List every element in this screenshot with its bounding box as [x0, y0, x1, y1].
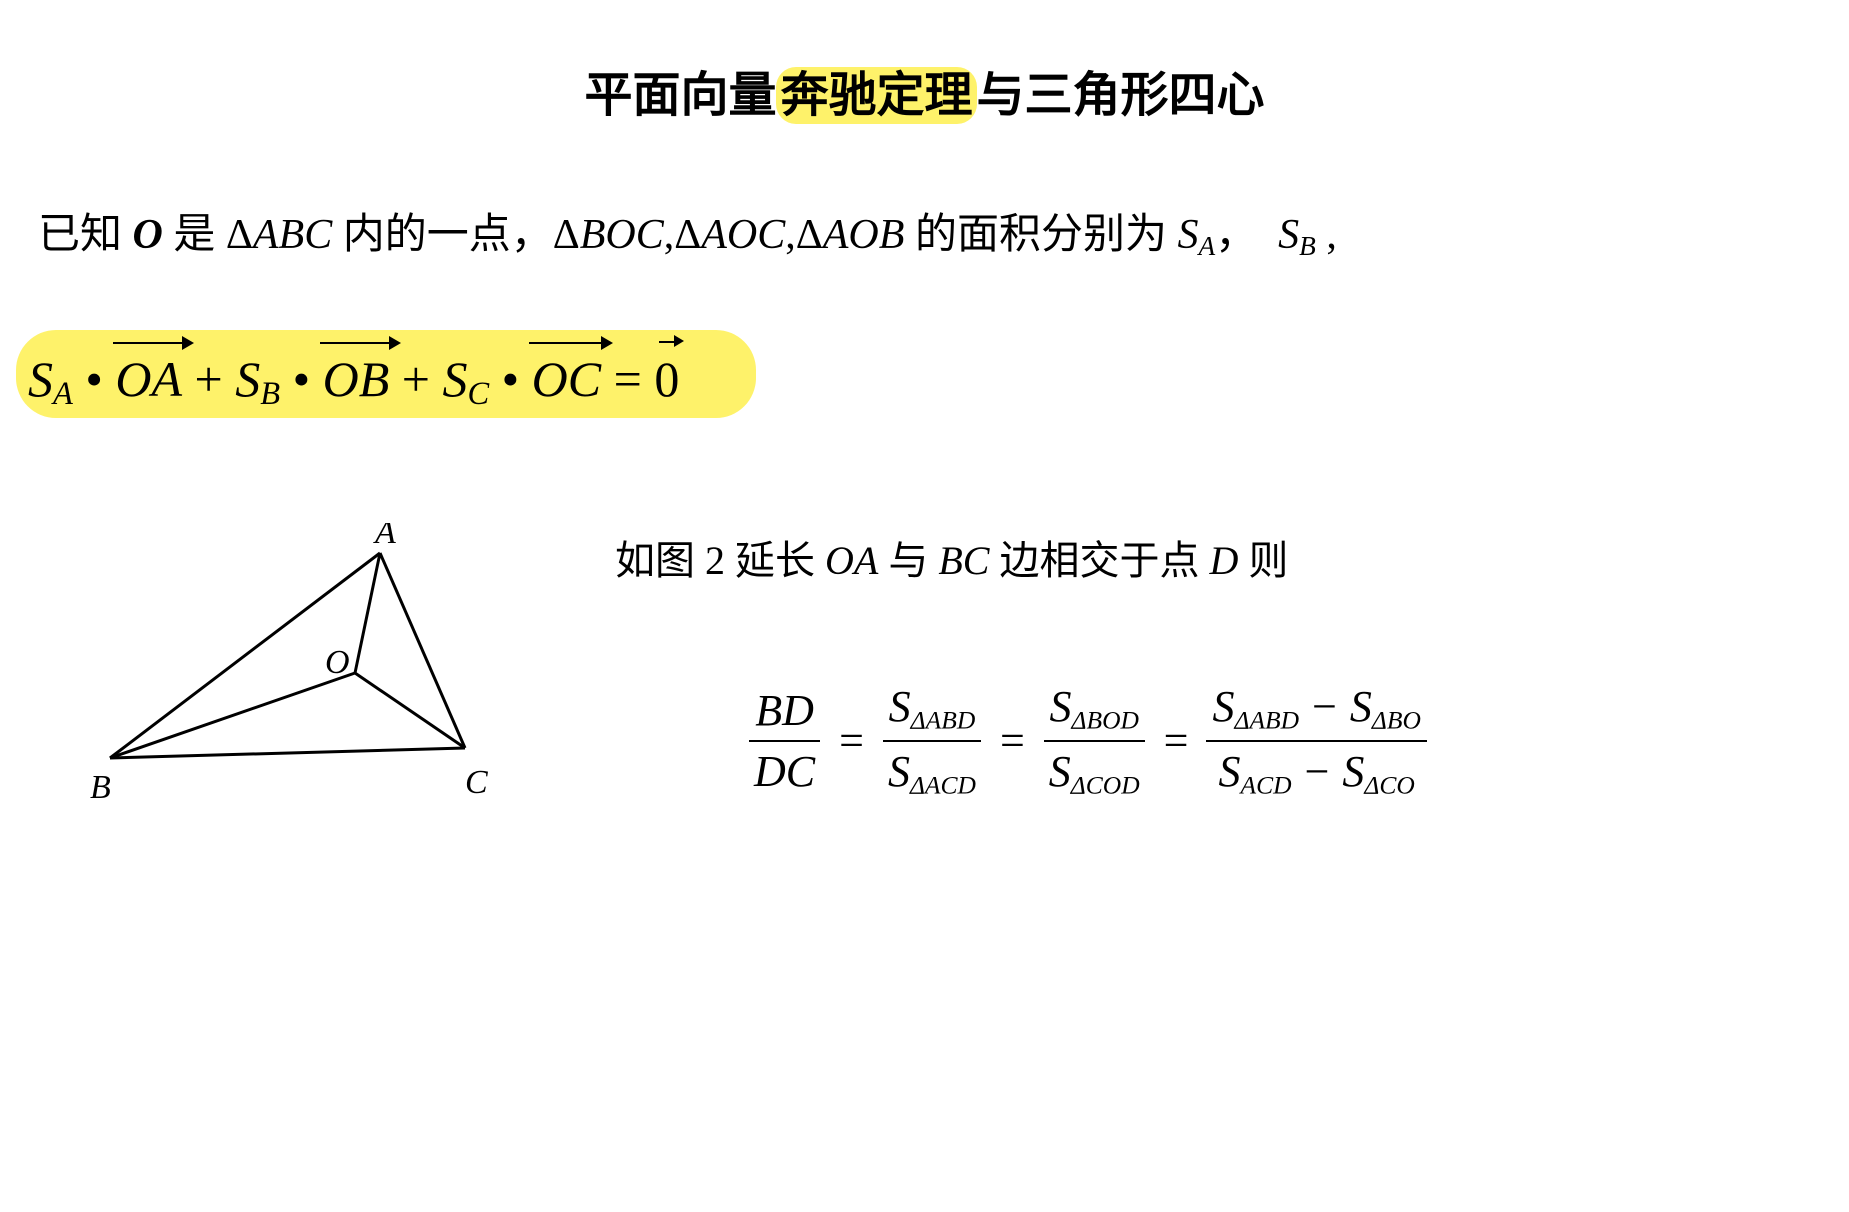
- frac3-num: SΔBOD: [1044, 681, 1145, 742]
- f-plus2: +: [389, 351, 442, 407]
- frac4-minus2: −: [1305, 747, 1330, 796]
- page-title: 平面向量奔驰定理与三角形四心: [0, 55, 1849, 125]
- f-S3: S: [442, 351, 467, 407]
- intro-delta2: Δ: [553, 212, 580, 258]
- f-zero: 0: [654, 350, 679, 408]
- frac1-den: DC: [748, 742, 821, 797]
- frac4-den-S1: S: [1219, 747, 1241, 796]
- intro-S2: S: [1278, 212, 1299, 258]
- intro-O: O: [133, 212, 163, 258]
- frac2-den: SΔACD: [882, 742, 982, 801]
- frac1-num: BD: [749, 685, 820, 742]
- intro-delta4: Δ: [796, 212, 823, 258]
- frac4-den-S2: S: [1342, 747, 1364, 796]
- proof-column: 如图 2 延长 OA 与 BC 边相交于点 D 则 BD DC = SΔABD …: [615, 523, 1849, 800]
- frac2: SΔABD SΔACD: [882, 681, 982, 800]
- title-suffix: 与三角形四心: [977, 69, 1265, 122]
- intro-delta3: Δ: [674, 212, 701, 258]
- svg-text:O: O: [325, 644, 350, 681]
- frac4-num-S2: S: [1350, 682, 1372, 731]
- triangle-diagram: A B C O: [80, 523, 520, 818]
- triangle-svg: A B C O: [80, 523, 520, 813]
- f-eq: =: [601, 351, 654, 407]
- p-BC: BC: [938, 538, 989, 583]
- eq3: =: [1164, 715, 1189, 766]
- frac2-num-S: S: [889, 682, 911, 731]
- intro-c1: ,: [664, 212, 675, 258]
- f-OB: OB: [323, 350, 390, 408]
- intro-S1: S: [1177, 212, 1198, 258]
- intro-t2: 是: [163, 212, 226, 258]
- frac2-num-sub: ΔABD: [911, 706, 976, 735]
- p-t2: 与: [878, 538, 938, 583]
- f-S2: S: [235, 351, 260, 407]
- f-OC: OC: [532, 350, 601, 408]
- intro-subB: B: [1299, 231, 1316, 261]
- f-OA: OA: [115, 350, 182, 408]
- intro-c3: ，: [1215, 212, 1257, 258]
- intro-text: 已知 O 是 ΔABC 内的一点，ΔBOC,ΔAOC,ΔAOB 的面积分别为 S…: [38, 200, 1849, 262]
- intro-AOB: AOB: [823, 212, 905, 258]
- title-highlight: 奔驰定理: [776, 67, 976, 124]
- intro-c4: ,: [1316, 212, 1337, 258]
- frac3-den-sub: ΔCOD: [1071, 770, 1140, 799]
- p-t1: 如图 2 延长: [615, 538, 825, 583]
- main-formula: SA • OA + SB • OB + SC • OC = 0: [28, 350, 679, 413]
- frac2-num: SΔABD: [883, 681, 982, 742]
- frac4-num-S1: S: [1212, 682, 1234, 731]
- frac4-num: SΔABD − SΔBO: [1206, 681, 1426, 742]
- f-dot1: •: [73, 351, 116, 407]
- f-dot3: •: [489, 351, 532, 407]
- intro-BOC: BOC: [580, 212, 664, 258]
- title-prefix: 平面向量: [584, 69, 776, 122]
- frac3-den: SΔCOD: [1043, 742, 1146, 801]
- frac4: SΔABD − SΔBO SACD − SΔCO: [1206, 681, 1426, 800]
- p-OA: OA: [825, 538, 878, 583]
- intro-c2: ,: [785, 212, 796, 258]
- frac4-minus1: −: [1312, 682, 1337, 731]
- eq1: =: [839, 715, 864, 766]
- frac2-den-S: S: [888, 747, 910, 796]
- frac3-den-S: S: [1049, 747, 1071, 796]
- intro-subA: A: [1198, 231, 1215, 261]
- frac4-num-sub1: ΔABD: [1234, 706, 1299, 735]
- eq2: =: [1000, 715, 1025, 766]
- intro-t1: 已知: [38, 212, 133, 258]
- frac4-den-sub2: ΔCO: [1364, 770, 1414, 799]
- intro-AOC: AOC: [701, 212, 785, 258]
- p-t3: 边相交于点: [989, 538, 1209, 583]
- p-D: D: [1209, 538, 1238, 583]
- frac3-num-S: S: [1050, 682, 1072, 731]
- frac4-num-sub2: ΔBO: [1372, 706, 1421, 735]
- intro-delta1: Δ: [226, 212, 253, 258]
- svg-text:A: A: [373, 523, 396, 551]
- f-dot2: •: [280, 351, 323, 407]
- frac3: SΔBOD SΔCOD: [1043, 681, 1146, 800]
- f-S1: S: [28, 351, 53, 407]
- f-subA: A: [53, 376, 73, 412]
- svg-text:B: B: [90, 769, 111, 806]
- fraction-equation: BD DC = SΔABD SΔACD = SΔBOD SΔCOD = SΔAB…: [740, 681, 1849, 800]
- frac4-den: SACD − SΔCO: [1213, 742, 1421, 801]
- diagram-section: ABCO 如图 2 延长 OA 与 BC 边相交于点 D 则 BD DC = S…: [0, 523, 1849, 818]
- svg-text:C: C: [465, 764, 488, 801]
- frac3-num-sub: ΔBOD: [1072, 706, 1139, 735]
- frac4-den-sub1: ACD: [1241, 770, 1292, 799]
- p-t4: 则: [1238, 538, 1288, 583]
- intro-t3: 内的一点，: [332, 212, 553, 258]
- proof-intro: 如图 2 延长 OA 与 BC 边相交于点 D 则: [615, 528, 1849, 586]
- frac2-den-sub: ΔACD: [910, 770, 976, 799]
- f-plus1: +: [182, 351, 235, 407]
- f-subB: B: [260, 376, 280, 412]
- intro-ABC: ABC: [253, 212, 332, 258]
- frac-bd-dc: BD DC: [748, 685, 821, 797]
- f-subC: C: [467, 376, 489, 412]
- intro-t4: 的面积分别为: [904, 212, 1177, 258]
